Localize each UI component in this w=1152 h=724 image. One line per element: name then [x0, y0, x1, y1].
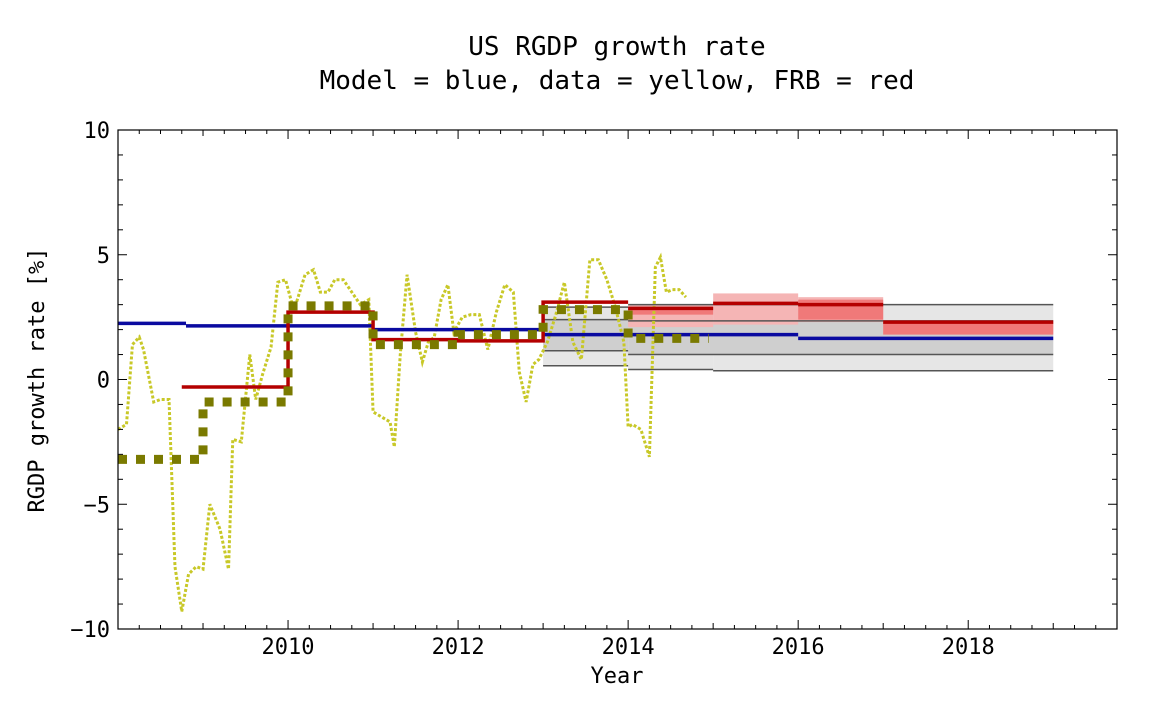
x-tick-label: 2016 [772, 635, 825, 660]
x-tick-label: 2018 [942, 635, 995, 660]
y-tick-label: 10 [84, 119, 111, 144]
chart-title: US RGDP growth rate [468, 32, 765, 62]
chart-subtitle: Model = blue, data = yellow, FRB = red [320, 66, 915, 96]
frb_band_light-6 [713, 293, 799, 325]
plot-frame [117, 129, 1118, 630]
frb_band_dark-10 [798, 299, 884, 320]
data-annual-line [118, 301, 709, 464]
x-tick-label: 2014 [602, 635, 655, 660]
y-tick-label: −5 [84, 493, 111, 518]
y-axis-label: RGDP growth rate [%] [25, 248, 50, 513]
frb-line [181, 300, 1054, 389]
data-quarterly-line [118, 252, 688, 612]
frb_band_dark-11 [883, 322, 1054, 335]
x-axis-label: Year [591, 664, 644, 689]
plot-area: 2010 2012 2014 2016 2018 −10 −5 0 5 10 [70, 119, 1118, 660]
y-tick-label: 0 [97, 369, 110, 394]
y-tick-label: 5 [97, 244, 110, 269]
model-line [118, 321, 1054, 341]
x-tick-label: 2012 [432, 635, 485, 660]
x-tick-label: 2010 [262, 635, 315, 660]
frb_band_dark-9 [628, 307, 714, 315]
y-tick-label: −10 [70, 618, 110, 643]
